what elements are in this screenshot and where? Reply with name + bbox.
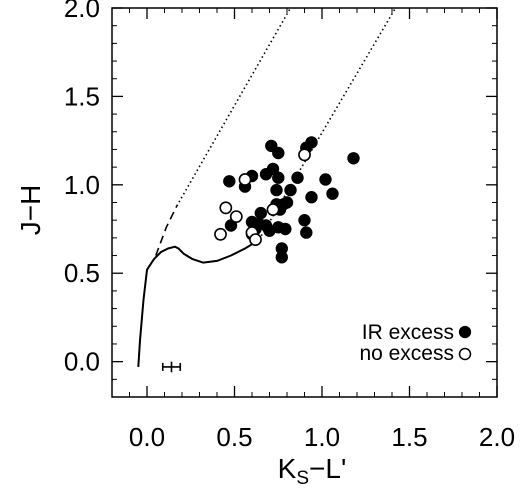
data-point-no-excess [214,227,227,241]
data-point-no-excess [266,203,280,216]
curves-layer [137,7,397,367]
data-point-ir-excess [319,173,332,186]
data-point-ir-excess [284,183,297,197]
data-point-ir-excess [259,167,273,181]
data-point-no-excess [249,233,262,246]
data-point-ir-excess [275,251,288,264]
data-point-ir-excess [298,213,311,227]
y-tick-label: 1.5 [64,81,100,111]
points-layer [214,136,360,264]
data-point-ir-excess [305,190,318,204]
x-tick-label: 1.5 [391,422,427,452]
x-tick-label: 2.0 [479,422,515,452]
x-tick-label: 0.0 [129,422,165,452]
data-point-ir-excess [279,222,292,236]
legend-label-no-excess: no excess [359,342,454,365]
y-tick-label: 0.0 [64,347,100,377]
x-axis-title: KS−L' [278,453,347,489]
curve-dwarf-locus [137,238,260,367]
legend: IR excess no excess [359,321,472,365]
data-point-ir-excess [272,146,285,160]
data-point-no-excess [298,148,311,162]
tick-labels-layer: 0.0 0.5 1.0 1.5 2.0 0.0 0.5 1.0 1.5 2.0 [64,0,515,452]
error-bar [161,361,182,373]
curve-giant-branch [155,205,178,256]
curve-reddening-band-upper [176,7,292,207]
y-axis-title: J−H [15,185,46,236]
data-point-ir-excess [347,152,360,165]
x-axis-title-main: K [278,453,297,484]
legend-marker-no-excess [458,347,472,361]
data-point-ir-excess [254,206,267,220]
data-point-no-excess [219,201,233,215]
x-tick-label: 0.5 [216,422,252,452]
data-point-no-excess [229,210,243,223]
data-point-ir-excess [291,171,304,184]
data-point-ir-excess [270,183,283,197]
ticks-layer [112,7,498,397]
x-axis-title-subscript: S [296,468,309,489]
x-tick-label: 1.0 [304,422,340,452]
data-point-no-excess [238,173,252,186]
data-point-ir-excess [300,226,313,239]
x-axis-title-suffix: −L' [309,453,346,484]
data-point-ir-excess [305,136,318,149]
y-tick-label: 2.0 [64,0,100,23]
data-point-ir-excess [280,196,294,209]
y-tick-label: 0.5 [64,258,100,288]
data-point-ir-excess [272,171,285,184]
data-point-ir-excess [223,175,236,188]
legend-label-ir-excess: IR excess [362,321,454,344]
legend-marker-ir-excess [458,325,472,339]
y-tick-label: 1.0 [64,170,100,200]
data-point-ir-excess [326,187,339,200]
